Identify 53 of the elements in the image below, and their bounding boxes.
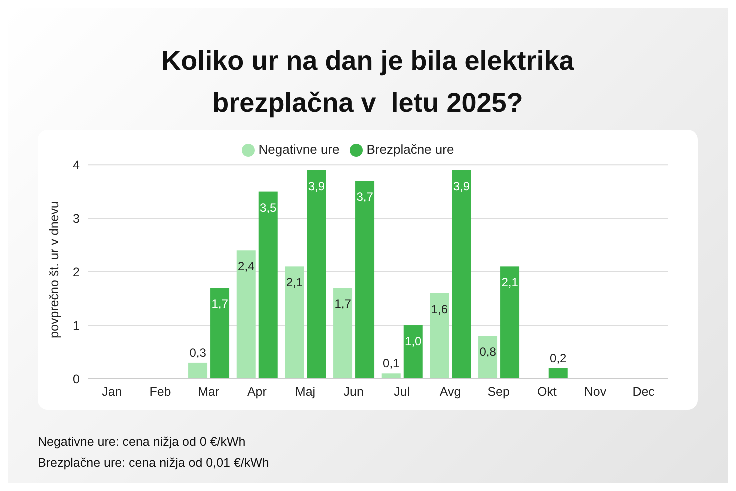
bar	[188, 362, 208, 379]
data-label: 2,4	[238, 260, 256, 274]
bar	[210, 288, 230, 379]
legend-label: Brezplačne ure	[366, 142, 454, 157]
data-label: 2,1	[502, 276, 519, 290]
bar	[478, 336, 498, 379]
bar	[382, 374, 401, 379]
data-label: 3,5	[260, 200, 278, 215]
bar	[334, 288, 353, 379]
data-label: 1,7	[212, 297, 229, 312]
bar	[500, 266, 520, 379]
y-tick-label: 3	[73, 212, 80, 226]
x-tick-label: Sep	[488, 384, 510, 399]
bar	[285, 266, 304, 379]
data-label: 0,8	[480, 345, 497, 360]
y-axis-title: povprečno št. ur v dnevu	[47, 202, 62, 338]
data-label: 3,9	[308, 179, 326, 194]
bar	[258, 192, 278, 379]
data-label: 3,7	[356, 190, 374, 204]
text: Negativne ure: cena nižja od 0 €/kWh	[38, 434, 247, 451]
x-tick-label: Feb	[150, 384, 172, 399]
x-tick-label: Apr	[247, 384, 267, 399]
data-label: 0,2	[550, 351, 568, 366]
bar	[356, 181, 375, 379]
y-tick-label: 4	[73, 158, 80, 172]
bar	[307, 170, 326, 379]
y-tick-label: 0	[73, 372, 80, 386]
x-tick-label: Jun	[344, 384, 364, 399]
text: Brezplačne ure: cena nižja od 0,01 €/kWh	[38, 455, 270, 472]
x-tick-label: Jan	[102, 384, 122, 399]
data-label: 1,7	[334, 297, 352, 312]
y-tick-label: 2	[73, 265, 80, 280]
x-tick-label: Dec	[632, 384, 655, 399]
x-tick-label: Okt	[537, 384, 558, 399]
bar	[430, 293, 450, 379]
y-tick-label: 1	[73, 318, 80, 333]
data-label: 3,9	[453, 179, 470, 194]
chart-title: Koliko ur na dan je bila elektrika brezplačna v letu 2025?	[160, 45, 576, 120]
data-label: 1,6	[431, 302, 448, 316]
data-label: 2,1	[286, 276, 304, 290]
x-tick-label: Mar	[198, 384, 220, 399]
bar	[452, 170, 472, 379]
bar	[404, 326, 423, 379]
x-tick-label: Jul	[394, 384, 410, 399]
x-tick-label: Maj	[295, 384, 316, 399]
bar	[236, 250, 256, 379]
x-tick-label: Nov	[584, 384, 608, 399]
legend-label: Negativne ure	[258, 142, 340, 157]
bar	[548, 368, 568, 379]
x-tick-label: Avg	[440, 384, 462, 399]
data-label: 0,3	[190, 346, 207, 360]
data-label: 0,1	[383, 356, 400, 371]
data-label: 1,0	[405, 334, 422, 349]
